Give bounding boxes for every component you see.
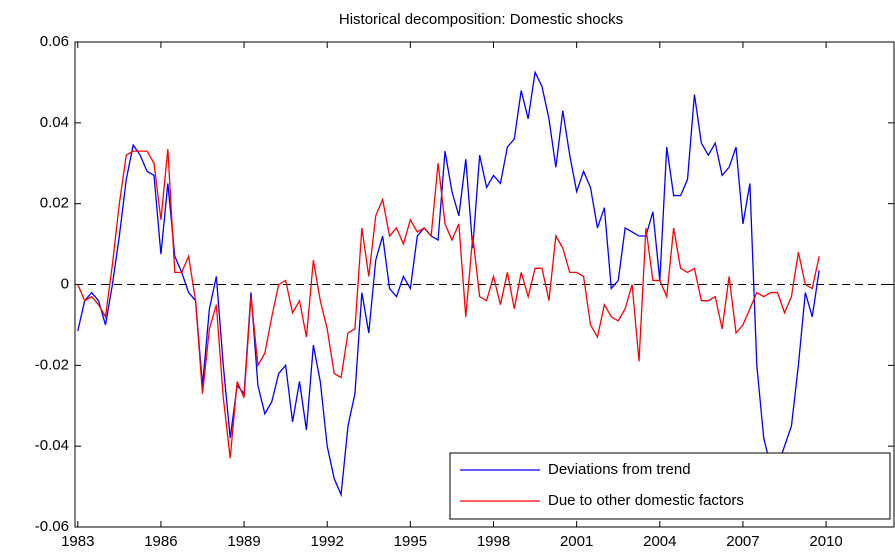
y-tick-label: 0.02 [40, 195, 69, 212]
x-tick-label: 2004 [643, 533, 676, 550]
x-tick-label: 2010 [809, 533, 842, 550]
y-tick-label: 0.04 [40, 114, 69, 131]
y-tick-label: -0.02 [35, 356, 69, 373]
y-tick-label: 0.06 [40, 33, 69, 50]
y-tick-label: -0.06 [35, 518, 69, 535]
x-tick-label: 1989 [227, 533, 260, 550]
legend-label: Deviations from trend [548, 461, 691, 478]
x-tick-label: 1983 [61, 533, 94, 550]
chart-title: Historical decomposition: Domestic shock… [339, 11, 623, 28]
legend-label: Due to other domestic factors [548, 492, 744, 509]
x-tick-label: 2001 [560, 533, 593, 550]
y-tick-label: -0.04 [35, 437, 69, 454]
x-tick-label: 1995 [394, 533, 427, 550]
x-tick-label: 1992 [311, 533, 344, 550]
legend-box [449, 452, 891, 520]
x-tick-label: 1986 [144, 533, 177, 550]
series-line [77, 149, 820, 459]
x-tick-label: 2007 [726, 533, 759, 550]
x-tick-label: 1998 [477, 533, 510, 550]
y-tick-label: 0 [61, 275, 69, 292]
